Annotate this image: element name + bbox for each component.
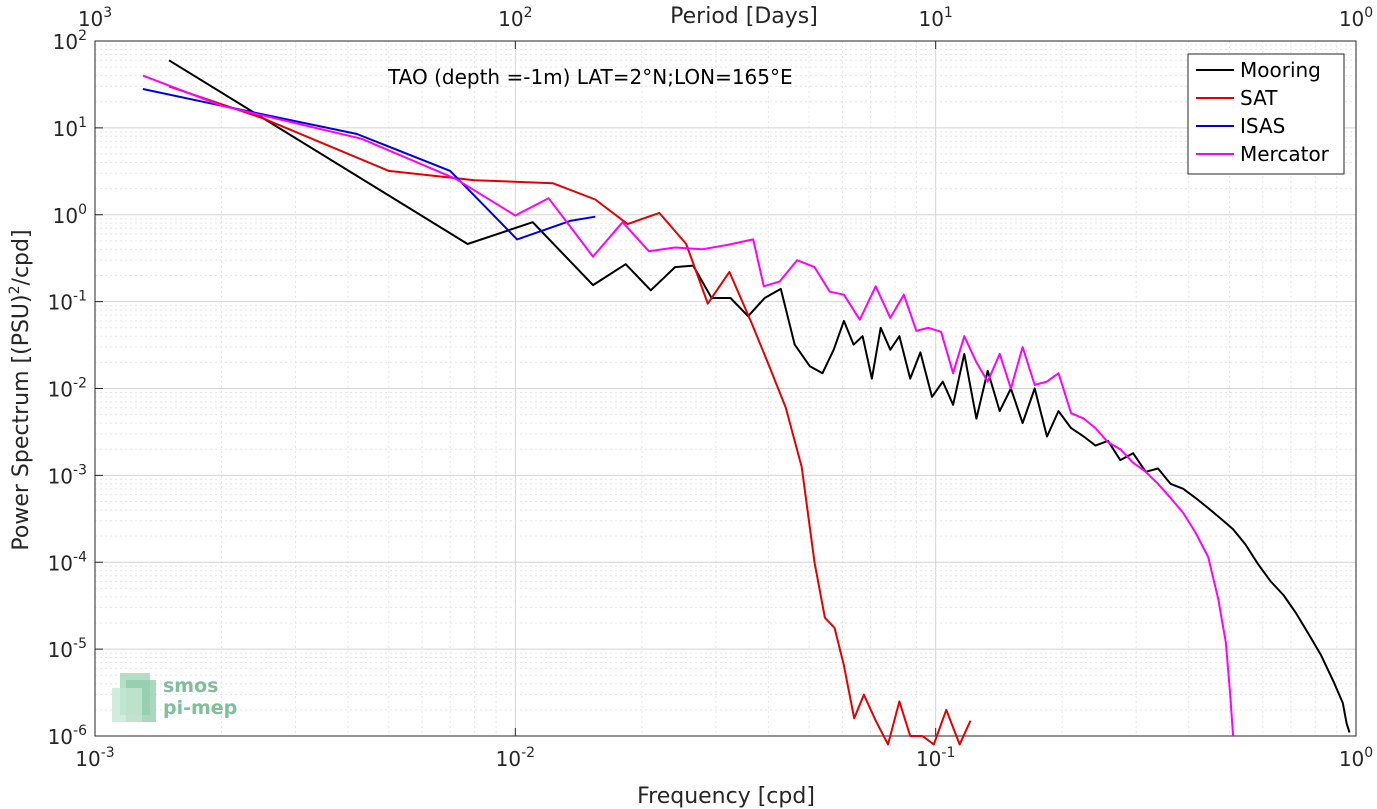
x-tick-label: 10-2 xyxy=(496,745,535,771)
legend-label-sat: SAT xyxy=(1240,86,1278,110)
grid-lines xyxy=(95,41,1356,736)
y-axis-title-unit: /cpd] xyxy=(9,229,34,285)
y-tick-label: 10-4 xyxy=(48,549,88,575)
y-axis-title-main: Power Spectrum [(PSU) xyxy=(9,294,34,550)
y-axis-title: Power Spectrum [(PSU)2/cpd] xyxy=(7,229,34,550)
series-line-isas xyxy=(142,88,596,241)
x-tick-label: 100 xyxy=(1339,745,1373,771)
x-tick-label: 10-1 xyxy=(916,745,955,771)
top-x-axis-title: Period [Days] xyxy=(670,4,818,29)
logo-icon xyxy=(112,673,156,722)
series-lines xyxy=(142,59,1351,746)
legend-label-mooring: Mooring xyxy=(1240,58,1321,82)
x-tick-label: 10-3 xyxy=(75,745,114,771)
top-tick-label: 101 xyxy=(918,5,952,31)
legend-label-mercator: Mercator xyxy=(1240,142,1330,166)
y-tick-label: 101 xyxy=(53,115,87,141)
legend-label-isas: ISAS xyxy=(1240,114,1285,138)
y-axis-title-exponent: 2 xyxy=(7,285,23,294)
series-line-sat xyxy=(168,85,972,746)
y-tick-label: 10-6 xyxy=(48,723,88,749)
chart-annotation: TAO (depth =-1m) LAT=2°N;LON=165°E xyxy=(387,65,793,89)
y-tick-label: 10-3 xyxy=(48,462,87,488)
axis-ticks: 10-3 10-2 10-1 100 10-6 10-5 10-4 10-3 10-2 10-1 1… xyxy=(48,5,1374,771)
logo-line1: smos xyxy=(163,675,218,697)
series-line-mooring xyxy=(168,59,1351,733)
top-tick-label: 102 xyxy=(498,5,532,31)
y-tick-label: 10-5 xyxy=(48,636,87,662)
legend: Mooring SAT ISAS Mercator xyxy=(1187,53,1345,175)
series-line-mercator xyxy=(142,74,1235,737)
x-axis-title: Frequency [cpd] xyxy=(637,784,815,809)
y-tick-label: 102 xyxy=(53,28,87,54)
y-tick-label: 100 xyxy=(53,202,87,228)
top-tick-label: 100 xyxy=(1339,5,1373,31)
logo-line2: pi-mep xyxy=(163,697,237,719)
y-tick-label: 10-2 xyxy=(48,376,87,402)
top-tick-label: 103 xyxy=(78,5,112,31)
smos-pi-mep-logo: smos pi-mep xyxy=(112,673,237,722)
y-tick-label: 10-1 xyxy=(48,289,87,315)
